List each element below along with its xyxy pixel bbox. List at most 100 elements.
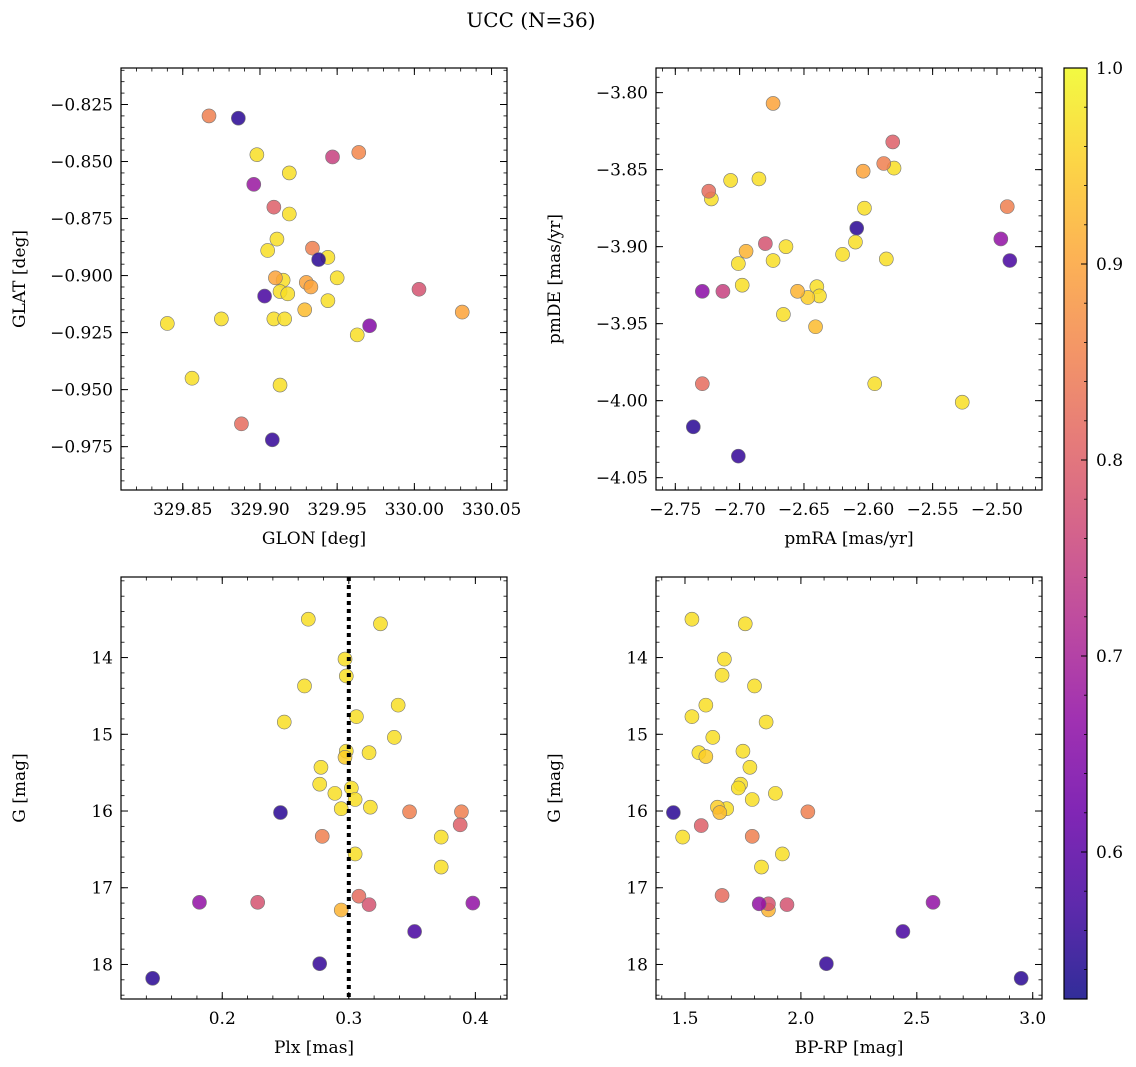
x-tick-label: −2.65 [778, 500, 830, 520]
data-point [684, 611, 700, 627]
data-point [867, 376, 883, 392]
x-tick-label: −2.50 [971, 500, 1023, 520]
x-tick-label: 3.0 [1019, 1009, 1046, 1029]
data-point [280, 286, 296, 302]
y-tick-label: −0.850 [50, 153, 113, 173]
data-point [347, 792, 363, 807]
colorbar-tick-label: 0.8 [1096, 451, 1123, 471]
y-tick-label: −0.975 [50, 438, 113, 458]
data-point [265, 432, 280, 448]
data-point [333, 801, 349, 817]
data-point [857, 200, 872, 216]
data-point [145, 970, 160, 986]
data-point [835, 247, 850, 262]
x-axis-label: Plx [mas] [274, 1038, 354, 1058]
data-point [349, 709, 364, 724]
data-point [234, 416, 249, 432]
data-point [184, 370, 200, 386]
data-point [297, 302, 313, 318]
data-point [744, 829, 760, 844]
data-point [260, 243, 275, 258]
data-point [1013, 970, 1029, 986]
data-point [993, 231, 1009, 247]
data-point [790, 284, 805, 299]
data-point [250, 895, 265, 910]
y-tick-label: −4.05 [596, 469, 648, 489]
data-point [758, 236, 773, 251]
x-tick-label: 0.4 [462, 1009, 489, 1029]
data-point [363, 799, 378, 815]
data-point [231, 110, 246, 126]
y-axis-label: G [mag] [545, 753, 565, 822]
data-point [349, 327, 365, 343]
data-point [800, 804, 816, 820]
plot-frame [655, 576, 1043, 1000]
data-point [714, 667, 730, 683]
panel-pmra-pmde: −2.75 −2.70 −2.65 −2.60 −2.55 −2.50 −4.05 −4.00… [545, 67, 1043, 549]
data-point [695, 284, 710, 299]
data-point [373, 616, 388, 632]
figure-title: UCC (N=36) [466, 8, 595, 32]
y-tick-label: −0.950 [50, 381, 113, 401]
data-point [387, 730, 402, 745]
y-tick-label: 17 [626, 879, 648, 899]
data-point [333, 902, 349, 918]
y-tick-label: −3.80 [596, 84, 648, 104]
data-point [925, 895, 941, 910]
data-point [715, 284, 731, 299]
plot-frame [655, 67, 1043, 491]
data-point [731, 448, 746, 464]
colorbar-tick-label: 0.7 [1096, 647, 1123, 667]
data-point [337, 651, 353, 667]
data-point [361, 745, 377, 761]
data-point [433, 859, 449, 875]
data-point [390, 697, 406, 713]
panel-plx-g: 0.2 0.3 0.4 14 15 16 17 18 Plx [mas] G [mag] [10, 576, 508, 1058]
data-point [268, 270, 283, 286]
data-point [808, 319, 823, 335]
x-tick-label: 329.95 [307, 500, 366, 520]
colorbar-tick-label: 1.0 [1096, 59, 1123, 79]
data-point [879, 251, 894, 267]
data-point [744, 792, 760, 807]
data-point [701, 183, 717, 199]
data-point [849, 220, 865, 236]
y-axis-label: G [mag] [10, 753, 30, 822]
data-point [675, 829, 690, 845]
y-tick-label: −3.90 [596, 238, 648, 258]
data-point [765, 253, 781, 268]
data-point [717, 651, 732, 667]
data-point [754, 859, 769, 875]
data-point [454, 304, 470, 320]
data-point [325, 149, 340, 165]
data-point [686, 419, 701, 435]
data-point [738, 243, 754, 259]
data-point [257, 288, 272, 304]
x-tick-label: −2.75 [649, 500, 701, 520]
data-point [768, 786, 783, 801]
data-point [454, 804, 469, 820]
x-axis-label: pmRA [mas/yr] [784, 529, 913, 549]
y-tick-label: 18 [91, 955, 113, 975]
data-point [320, 293, 336, 308]
x-axis-label: BP-RP [mag] [795, 1038, 904, 1058]
data-point [731, 256, 746, 271]
colorbar-tick-label: 0.6 [1096, 843, 1123, 863]
data-point [895, 924, 911, 939]
plot-frame [120, 576, 508, 1000]
data-point [684, 709, 700, 724]
data-point [249, 147, 265, 162]
y-tick-label: 15 [626, 725, 648, 745]
y-axis-label: GLAT [deg] [10, 230, 30, 328]
data-point [775, 846, 790, 862]
data-point [297, 678, 312, 694]
data-point [779, 897, 795, 912]
x-tick-label: 330.00 [385, 500, 444, 520]
data-point [734, 277, 750, 293]
data-point [776, 307, 791, 322]
x-tick-label: 2.0 [787, 1009, 814, 1029]
x-tick-label: 329.90 [230, 500, 289, 520]
data-point [747, 678, 762, 694]
data-point [351, 145, 367, 160]
data-point [305, 240, 320, 256]
